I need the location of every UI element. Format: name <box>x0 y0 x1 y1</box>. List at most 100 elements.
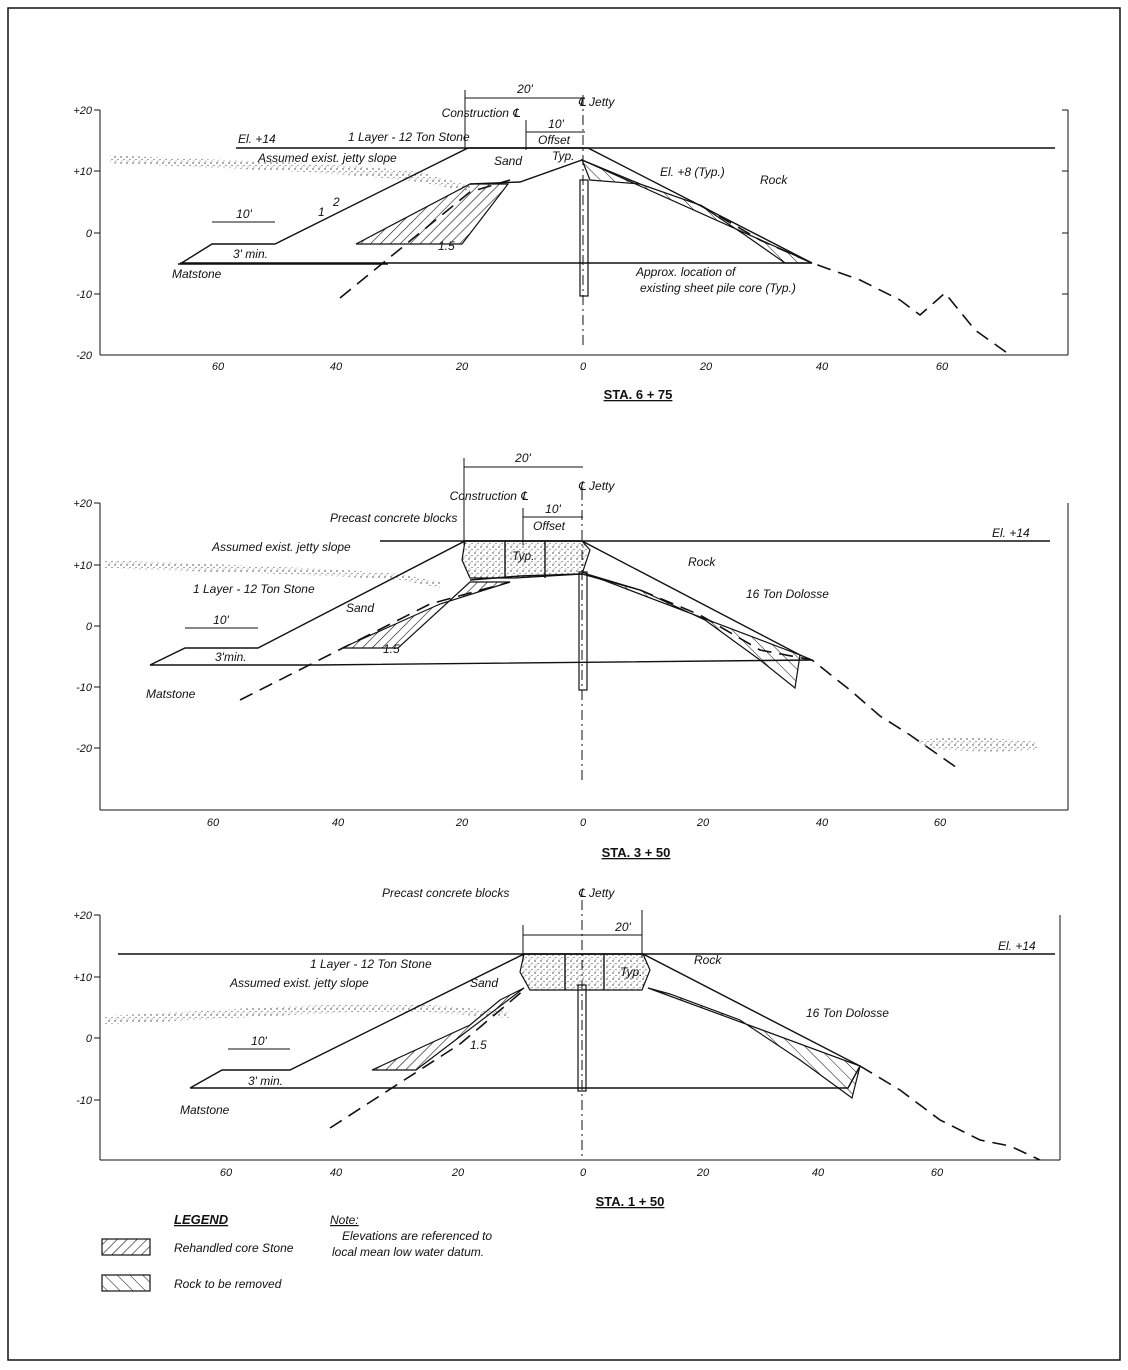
dolosse-label: 16 Ton Dolosse <box>806 1006 889 1020</box>
existing-bottom-right <box>699 204 1011 356</box>
slope-15-label: 1.5 <box>383 642 400 656</box>
assumed-slope-label: Assumed exist. jetty slope <box>229 976 369 990</box>
dim-10-base-label: 10' <box>236 207 252 221</box>
el-14-label: El. +14 <box>992 526 1030 540</box>
existing-bottom-right <box>859 1065 1041 1161</box>
matstone-label: Matstone <box>172 267 222 281</box>
x-tick-label: 20 <box>451 1167 465 1179</box>
rehandled-core-stone-area <box>355 183 510 245</box>
sheet-pile-note-2: existing sheet pile core (Typ.) <box>640 281 796 295</box>
rock-label: Rock <box>694 953 722 967</box>
matstone-label: Matstone <box>180 1103 230 1117</box>
y-tick-label: +20 <box>73 910 93 922</box>
el-14-label: El. +14 <box>998 939 1036 953</box>
legend: LEGEND Rehandled core Stone Rock to be r… <box>101 1212 294 1292</box>
sand-deposit-right <box>915 737 1038 752</box>
el-8-label: El. +8 (Typ.) <box>660 165 725 179</box>
one-layer-stone-label: 1 Layer - 12 Ton Stone <box>193 582 315 596</box>
sand-label: Sand <box>494 154 522 168</box>
x-tick-label: 40 <box>812 1167 825 1179</box>
rehandled-core-stone-area <box>371 987 525 1071</box>
existing-crest <box>469 573 641 591</box>
existing-slope-left <box>329 989 525 1129</box>
min-thickness-label: 3' min. <box>233 247 268 261</box>
dim-10-base-label: 10' <box>213 613 229 627</box>
construction-cl-label: Construction ℄ <box>442 106 521 120</box>
y-tick-label: 0 <box>86 621 93 633</box>
x-tick-label: 60 <box>931 1167 944 1179</box>
legend-swatch-core-stone <box>101 1238 151 1256</box>
sheet-border <box>7 7 1121 1361</box>
min-thickness-label: 3' min. <box>248 1074 283 1088</box>
note-heading: Note: <box>330 1213 359 1227</box>
dim-20-label: 20' <box>614 920 631 934</box>
sheet-pile-core <box>579 179 589 297</box>
dim-10-label: 10' <box>545 502 561 516</box>
min-thickness-label: 3'min. <box>215 650 247 664</box>
y-tick-label: +20 <box>73 105 93 117</box>
rock-to-be-removed-area <box>647 987 861 1100</box>
slope-1-label: 1 <box>318 205 325 219</box>
construction-cl-label: Construction ℄ <box>450 489 529 503</box>
x-tick-label: 0 <box>580 361 587 373</box>
dim-20-label: 20' <box>516 82 533 96</box>
precast-concrete-blocks <box>519 953 651 991</box>
note-line: Elevations are referenced to <box>342 1229 492 1243</box>
dim-10-label: 10' <box>548 117 564 131</box>
precast-label: Precast concrete blocks <box>330 511 457 525</box>
y-tick-label: -10 <box>76 289 93 301</box>
x-tick-label: 40 <box>332 817 345 829</box>
existing-bottom-right <box>639 589 961 771</box>
existing-crest <box>469 159 641 185</box>
slope-15-label: 1.5 <box>470 1038 487 1052</box>
rock-label: Rock <box>688 555 716 569</box>
dim-20-label: 20' <box>514 451 531 465</box>
slope-15-label: 1.5 <box>438 239 455 253</box>
typ-label: Typ. <box>552 149 574 163</box>
legend-swatch-rock-removed <box>101 1274 151 1292</box>
section-title: STA. 6 + 75 <box>604 387 673 402</box>
precast-label: Precast concrete blocks <box>382 886 509 900</box>
legend-label: Rehandled core Stone <box>174 1241 294 1255</box>
precast-concrete-blocks <box>461 540 591 579</box>
y-tick-label: +10 <box>73 560 93 572</box>
jetty-cl-label: ℄ Jetty <box>578 95 615 109</box>
one-layer-stone-label: 1 Layer - 12 Ton Stone <box>348 130 470 144</box>
sand-deposit <box>105 560 440 588</box>
section-sta-6-75: +20 +10 0 -10 -20 60 40 20 0 20 40 60 <box>73 82 1069 402</box>
assumed-slope-label: Assumed exist. jetty slope <box>211 540 351 554</box>
section-sta-3-50: +20 +10 0 -10 -20 60 40 20 0 20 40 60 20… <box>73 451 1069 860</box>
typ-label: Typ. <box>512 549 534 563</box>
section-title: STA. 3 + 50 <box>602 845 671 860</box>
assumed-slope-label: Assumed exist. jetty slope <box>257 151 397 165</box>
rock-label: Rock <box>760 173 788 187</box>
x-tick-label: 40 <box>816 817 829 829</box>
sheet-pile-core <box>578 571 588 691</box>
x-tick-label: 20 <box>696 817 710 829</box>
x-tick-label: 20 <box>455 361 469 373</box>
x-tick-label: 20 <box>696 1167 710 1179</box>
sand-label: Sand <box>346 601 374 615</box>
x-tick-label: 20 <box>699 361 713 373</box>
offset-label: Offset <box>533 519 566 533</box>
dolosse-label: 16 Ton Dolosse <box>746 587 829 601</box>
x-tick-label: 60 <box>212 361 225 373</box>
one-layer-stone-label: 1 Layer - 12 Ton Stone <box>310 957 432 971</box>
sand-deposit <box>105 1003 510 1024</box>
offset-label: Offset <box>538 133 571 147</box>
x-tick-label: 40 <box>330 1167 343 1179</box>
rock-to-be-removed-area <box>581 571 801 690</box>
x-tick-label: 0 <box>580 817 587 829</box>
section-sta-1-50: +20 +10 0 -10 60 40 20 0 20 40 60 Precas… <box>73 886 1061 1209</box>
x-tick-label: 60 <box>934 817 947 829</box>
jetty-cl-label: ℄ Jetty <box>578 479 615 493</box>
y-tick-label: +10 <box>73 972 93 984</box>
y-tick-label: -20 <box>76 743 93 755</box>
y-tick-label: +10 <box>73 166 93 178</box>
x-tick-label: 60 <box>220 1167 233 1179</box>
jetty-cl-label: ℄ Jetty <box>578 886 615 900</box>
slope-2-label: 2 <box>332 195 340 209</box>
x-tick-label: 40 <box>330 361 343 373</box>
y-tick-label: -10 <box>76 682 93 694</box>
